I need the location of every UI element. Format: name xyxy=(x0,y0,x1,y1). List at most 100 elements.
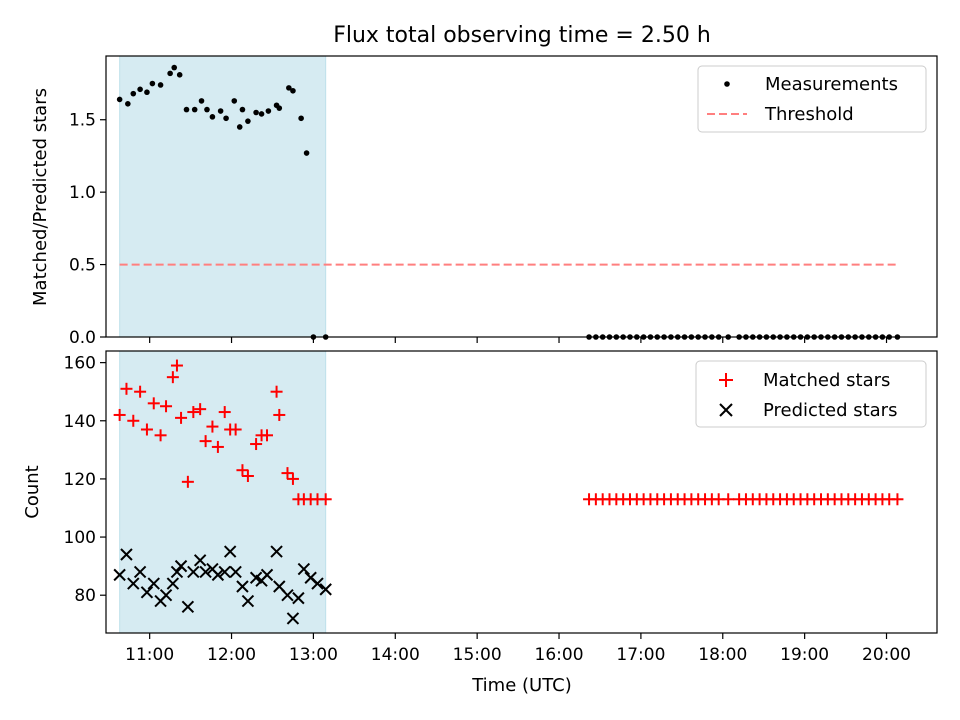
predicted-star-point xyxy=(166,577,180,590)
legend-x-icon xyxy=(719,403,733,417)
predicted-star-point xyxy=(133,565,147,579)
measurement-point xyxy=(253,109,259,116)
legend-plus-icon xyxy=(719,373,733,387)
xtick-label: 12:00 xyxy=(207,645,256,665)
xtick-label: 17:00 xyxy=(616,645,665,665)
top-panel: 0.0 0.5 1.0 1.5 Matched/Predicted stars Mea… xyxy=(30,55,938,348)
xtick-label: 16:00 xyxy=(535,645,584,665)
measurement-point xyxy=(171,64,178,71)
predicted-star-point xyxy=(113,568,126,582)
measurement-point xyxy=(204,106,210,113)
matched-star-point xyxy=(187,406,200,419)
bottom-ytick-label: 140 xyxy=(64,412,96,432)
matched-star-point xyxy=(147,397,160,410)
xtick-label: 20:00 xyxy=(862,645,911,665)
predicted-star-point xyxy=(286,612,300,625)
matched-star-point xyxy=(236,464,249,477)
measurement-point xyxy=(144,89,150,96)
predicted-star-point xyxy=(170,565,184,579)
bottom-axes-frame xyxy=(105,350,938,634)
predicted-star-point xyxy=(159,588,173,602)
xtick-label: 15:00 xyxy=(453,645,502,665)
top-ytick-label: 0.0 xyxy=(69,328,96,348)
predicted-star-point xyxy=(187,565,200,579)
measurement-point xyxy=(167,70,173,77)
matched-star-point xyxy=(261,429,274,442)
matched-star-point xyxy=(273,408,286,421)
matched-star-point xyxy=(181,475,194,488)
predicted-star-point xyxy=(218,565,231,579)
predicted-star-point xyxy=(270,545,283,558)
top-ytick-label: 1.0 xyxy=(69,183,96,203)
measurement-point xyxy=(231,98,238,104)
top-ytick-label: 1.5 xyxy=(69,111,96,131)
matched-star-point xyxy=(166,371,179,384)
measurement-point xyxy=(298,115,304,122)
measurement-point xyxy=(236,124,243,130)
matched-star-point xyxy=(211,440,224,453)
bottom-panel: 80 100 120 140 160 11:00 12:00 13:00 14:00 15:00 1… xyxy=(22,350,938,696)
matched-star-point xyxy=(120,382,133,395)
measurement-point xyxy=(125,100,131,107)
top-ylabel: Matched/Predicted stars xyxy=(30,88,51,306)
measurement-point xyxy=(245,118,251,124)
bottom-ytick-label: 120 xyxy=(64,470,96,490)
bottom-ytick-label: 80 xyxy=(74,586,96,606)
matched-star-point xyxy=(175,411,188,424)
legend-measurements: Measurements xyxy=(765,74,898,95)
legend-dot-icon xyxy=(724,81,730,87)
predicted-star-point xyxy=(292,591,305,605)
measurement-point xyxy=(276,105,283,111)
predicted-star-point xyxy=(281,588,294,602)
measurement-point xyxy=(239,106,246,113)
legend-matched-stars: Matched stars xyxy=(763,370,890,391)
figure-title: Flux total observing time = 2.50 h xyxy=(333,23,711,48)
bottom-ytick-label: 160 xyxy=(64,354,96,374)
matched-star-point xyxy=(229,423,242,436)
measurement-point xyxy=(176,72,183,78)
top-legend: Measurements Threshold xyxy=(697,65,927,133)
xtick-label: 13:00 xyxy=(289,645,338,665)
measurement-point xyxy=(116,96,123,103)
predicted-star-point xyxy=(236,580,249,593)
matched-star-point xyxy=(160,400,173,413)
top-ytick-label: 0.5 xyxy=(69,256,96,276)
bottom-ytick-label: 100 xyxy=(64,528,96,548)
measurement-point xyxy=(265,108,272,114)
matched-star-point xyxy=(134,385,147,398)
measurement-point xyxy=(191,106,198,113)
predicted-star-point xyxy=(223,545,237,558)
predicted-star-point xyxy=(181,600,195,614)
measurement-point xyxy=(303,150,310,156)
measurement-point xyxy=(183,106,190,113)
matched-star-point xyxy=(241,470,254,483)
predicted-star-point xyxy=(319,583,332,596)
legend-threshold: Threshold xyxy=(764,104,854,125)
matched-star-point xyxy=(127,414,140,427)
predicted-star-point xyxy=(229,565,242,579)
predicted-star-point xyxy=(193,554,207,567)
matched-star-point xyxy=(170,359,183,372)
measurement-point xyxy=(258,111,265,117)
predicted-star-point xyxy=(297,562,311,576)
matched-star-point xyxy=(319,493,332,506)
bottom-xlabel: Time (UTC) xyxy=(471,675,572,696)
predicted-star-point xyxy=(311,577,324,590)
bottom-shaded-span xyxy=(119,350,327,634)
predicted-star-point xyxy=(199,565,212,579)
bottom-ylabel: Count xyxy=(22,465,43,518)
matched-star-point xyxy=(199,435,212,448)
matched-star-point xyxy=(113,408,126,421)
xtick-label: 19:00 xyxy=(780,645,829,665)
matched-star-point xyxy=(218,406,231,419)
predicted-star-point xyxy=(241,594,255,608)
predicted-star-point xyxy=(174,559,188,573)
measurement-point xyxy=(209,114,216,120)
measurement-point xyxy=(137,86,143,93)
measurement-point xyxy=(223,115,229,122)
measurement-point xyxy=(149,80,156,87)
matched-star-point xyxy=(250,438,263,451)
measurement-point xyxy=(290,87,296,94)
top-shaded-span xyxy=(119,55,327,338)
